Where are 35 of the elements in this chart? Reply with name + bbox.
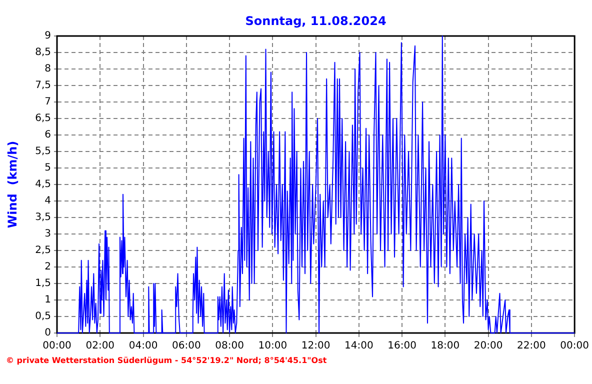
y-tick-label: 0,5 xyxy=(35,311,51,322)
y-tick-label: 9 xyxy=(44,30,51,42)
y-tick-label: 7 xyxy=(44,96,51,108)
x-tick-label: 06:00 xyxy=(172,340,201,352)
y-tick-label: 5 xyxy=(44,162,51,174)
y-tick-label: 0 xyxy=(44,328,51,339)
x-tick-label: 18:00 xyxy=(430,340,460,352)
x-tick-label: 22:00 xyxy=(517,340,546,352)
chart-title: Sonntag, 11.08.2024 xyxy=(245,14,386,28)
y-axis-title: Wind (km/h) xyxy=(5,140,20,228)
y-tick-label: 7,5 xyxy=(35,80,51,92)
y-tick-label: 4 xyxy=(44,196,51,207)
y-tick-label: 2,5 xyxy=(35,245,51,256)
x-tick-label: 00:00 xyxy=(560,340,590,352)
y-tick-label: 8,5 xyxy=(35,47,51,58)
y-tick-label: 1,5 xyxy=(35,278,51,290)
y-tick-label: 5,5 xyxy=(35,146,51,158)
x-tick-label: 08:00 xyxy=(215,340,244,352)
x-tick-label: 20:00 xyxy=(474,340,503,352)
y-tick-label: 8 xyxy=(44,64,51,75)
x-tick-label: 04:00 xyxy=(128,340,158,352)
y-tick-label: 3,5 xyxy=(35,212,51,224)
x-tick-label: 10:00 xyxy=(258,340,288,352)
x-tick-label: 14:00 xyxy=(344,340,374,352)
text: © private Wetterstation Süderlügum - 54°52'19.2" Nord; 8°54'45.1"Ost xyxy=(6,356,327,365)
x-tick-label: 12:00 xyxy=(301,340,330,352)
y-tick-label: 6,5 xyxy=(35,113,51,124)
x-tick-label: 16:00 xyxy=(388,340,416,352)
y-tick-label: 6 xyxy=(44,130,51,141)
y-tick-label: 4,5 xyxy=(35,179,51,190)
x-tick-label: 00:00 xyxy=(42,340,72,352)
y-tick-label: 2 xyxy=(44,262,51,273)
x-tick-label: 02:00 xyxy=(86,340,115,352)
y-tick-label: 1 xyxy=(44,294,51,306)
y-tick-label: 3 xyxy=(44,228,51,240)
